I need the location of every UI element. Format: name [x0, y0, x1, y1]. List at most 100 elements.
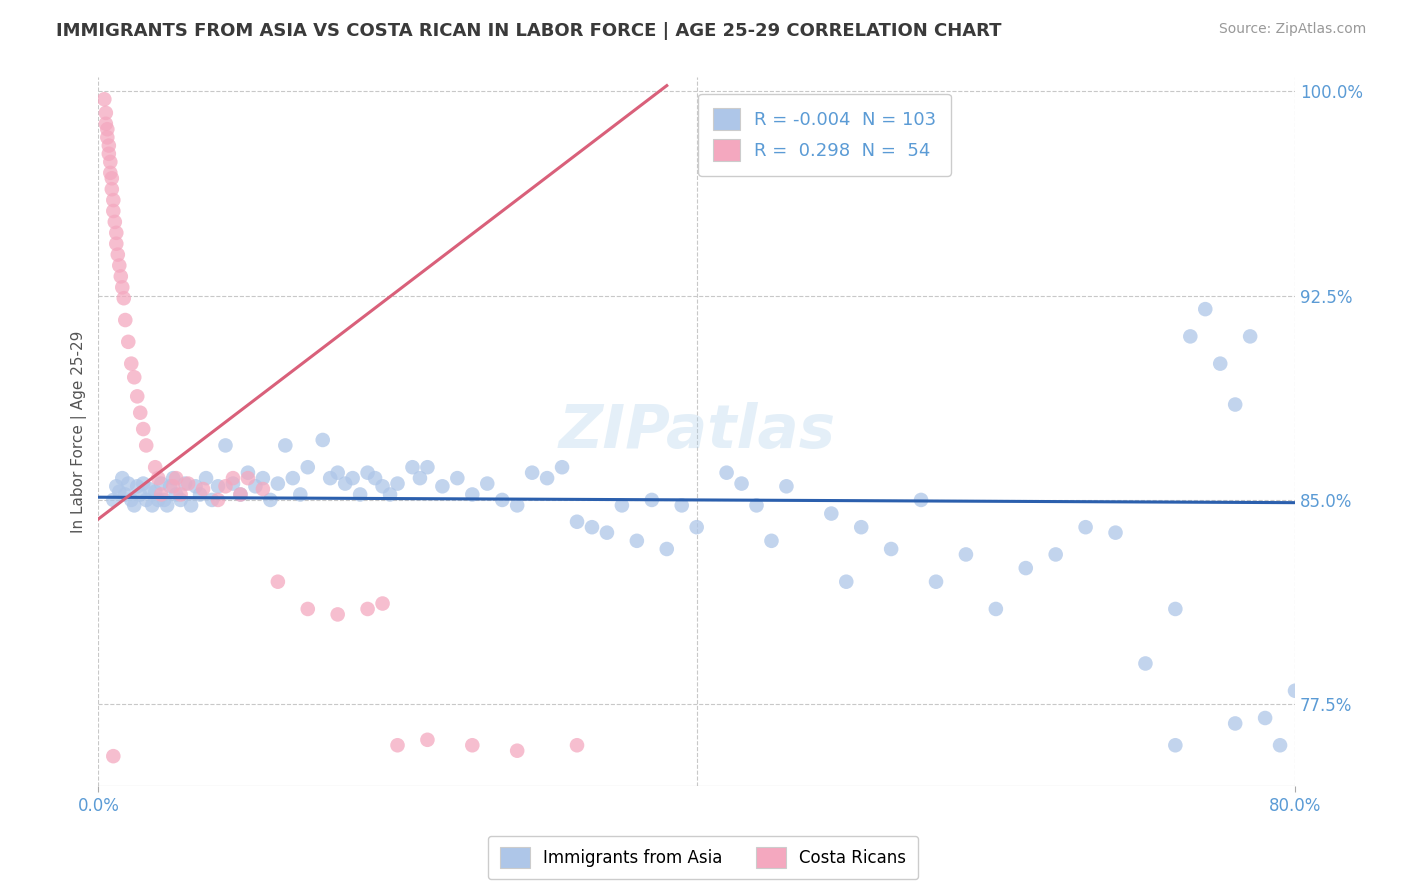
Point	[111, 471, 134, 485]
Point	[461, 738, 484, 752]
Point	[117, 334, 139, 349]
Point	[333, 476, 356, 491]
Point	[105, 479, 128, 493]
Point	[245, 479, 267, 493]
Point	[236, 471, 259, 485]
Point	[114, 487, 136, 501]
Point	[165, 471, 187, 485]
Point	[416, 460, 439, 475]
Point	[432, 479, 454, 493]
Point	[520, 466, 543, 480]
Text: IMMIGRANTS FROM ASIA VS COSTA RICAN IN LABOR FORCE | AGE 25-29 CORRELATION CHART: IMMIGRANTS FROM ASIA VS COSTA RICAN IN L…	[56, 22, 1001, 40]
Point	[214, 479, 236, 493]
Point	[641, 492, 664, 507]
Point	[326, 607, 349, 622]
Point	[222, 471, 245, 485]
Point	[1209, 357, 1232, 371]
Point	[169, 492, 191, 507]
Point	[387, 476, 409, 491]
Point	[565, 738, 588, 752]
Point	[281, 471, 304, 485]
Point	[319, 471, 342, 485]
Point	[910, 492, 932, 507]
Point	[326, 466, 349, 480]
Point	[229, 487, 252, 501]
Point	[925, 574, 948, 589]
Point	[103, 193, 125, 207]
Point	[110, 269, 132, 284]
Point	[252, 471, 274, 485]
Point	[290, 487, 312, 501]
Point	[207, 479, 229, 493]
Point	[169, 487, 191, 501]
Point	[1164, 602, 1187, 616]
Point	[188, 487, 211, 501]
Point	[122, 370, 145, 384]
Point	[401, 460, 423, 475]
Point	[409, 471, 432, 485]
Point	[267, 476, 290, 491]
Point	[207, 492, 229, 507]
Point	[127, 479, 149, 493]
Point	[416, 732, 439, 747]
Point	[162, 471, 184, 485]
Point	[97, 146, 120, 161]
Point	[138, 482, 160, 496]
Point	[1164, 738, 1187, 752]
Point	[105, 236, 128, 251]
Point	[153, 492, 176, 507]
Point	[446, 471, 468, 485]
Point	[129, 406, 152, 420]
Point	[141, 499, 163, 513]
Point	[107, 247, 129, 261]
Point	[174, 476, 197, 491]
Point	[122, 499, 145, 513]
Point	[127, 389, 149, 403]
Point	[229, 487, 252, 501]
Point	[112, 291, 135, 305]
Point	[730, 476, 752, 491]
Point	[387, 738, 409, 752]
Point	[349, 487, 371, 501]
Point	[686, 520, 709, 534]
Point	[461, 487, 484, 501]
Point	[94, 117, 117, 131]
Point	[565, 515, 588, 529]
Point	[180, 499, 202, 513]
Point	[120, 357, 142, 371]
Point	[1268, 738, 1291, 752]
Point	[103, 749, 125, 764]
Point	[835, 574, 858, 589]
Point	[1254, 711, 1277, 725]
Point	[1284, 683, 1306, 698]
Point	[120, 492, 142, 507]
Point	[596, 525, 619, 540]
Point	[536, 471, 558, 485]
Point	[143, 484, 166, 499]
Point	[135, 492, 157, 507]
Point	[132, 476, 155, 491]
Point	[143, 460, 166, 475]
Point	[97, 138, 120, 153]
Point	[671, 499, 693, 513]
Point	[1194, 302, 1216, 317]
Point	[103, 492, 125, 507]
Point	[148, 471, 170, 485]
Point	[214, 438, 236, 452]
Point	[162, 479, 184, 493]
Point	[259, 492, 281, 507]
Point	[1180, 329, 1202, 343]
Point	[1225, 716, 1247, 731]
Point	[491, 492, 513, 507]
Point	[506, 744, 529, 758]
Point	[371, 597, 394, 611]
Point	[371, 479, 394, 493]
Point	[761, 533, 783, 548]
Point	[1104, 525, 1126, 540]
Point	[626, 533, 648, 548]
Point	[274, 438, 297, 452]
Point	[610, 499, 633, 513]
Point	[129, 487, 152, 501]
Point	[101, 171, 124, 186]
Point	[103, 204, 125, 219]
